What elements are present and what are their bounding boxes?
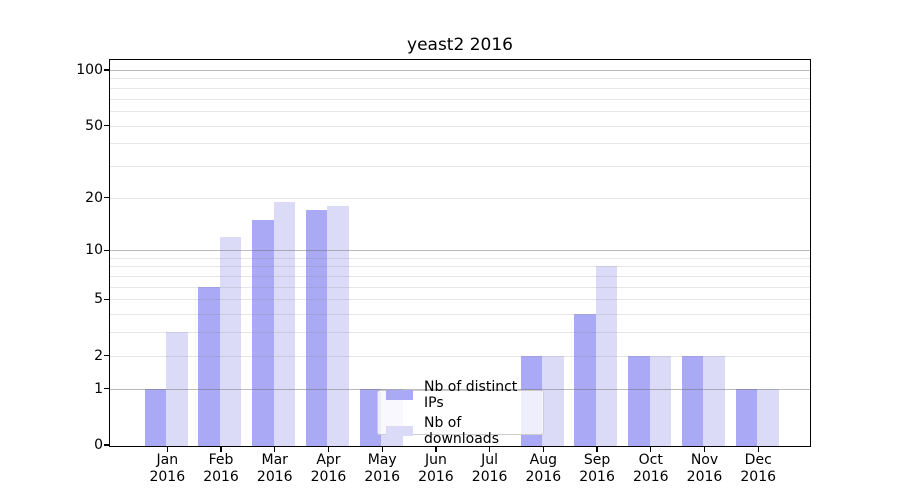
legend-label-distinct-ips: Nb of distinct IPs	[424, 378, 518, 411]
x-tick-label-jun: Jun 2016	[418, 452, 454, 485]
y-tick-label-2: 2	[94, 347, 103, 364]
legend-swatch-downloads-icon	[386, 425, 413, 436]
y-gridline-major-10	[110, 250, 810, 252]
axis-spine-right	[809, 59, 812, 447]
bar-downloads-aug	[542, 355, 564, 447]
x-tick-apr	[327, 447, 330, 452]
y-gridline-minor-20	[110, 197, 810, 199]
bar-distinct-ips-dec	[735, 388, 758, 447]
bar-distinct-ips-may	[359, 388, 382, 447]
legend-label-downloads: Nb of downloads	[424, 414, 499, 447]
bar-distinct-ips-jan	[144, 388, 167, 447]
x-tick-feb	[220, 447, 222, 452]
y-gridline-minor-70	[110, 98, 810, 100]
y-tick-50	[104, 124, 109, 127]
chart-title: yeast2 2016	[407, 35, 513, 55]
bar-distinct-ips-feb	[198, 286, 220, 447]
legend: Nb of distinct IPs Nb of downloads	[377, 379, 544, 447]
bar-downloads-feb	[219, 236, 242, 447]
x-tick-label-jul: Jul 2016	[471, 452, 508, 485]
y-tick-20	[104, 197, 109, 199]
y-tick-10	[104, 249, 109, 251]
y-gridline-minor-60	[110, 110, 810, 112]
plot-area	[110, 60, 810, 447]
y-gridline-minor-9	[110, 257, 810, 259]
y-tick-label-50: 50	[85, 117, 103, 134]
bar-distinct-ips-mar	[252, 219, 274, 447]
y-gridline-minor-3	[110, 332, 810, 334]
x-tick-label-aug: Aug 2016	[525, 452, 562, 485]
bar-downloads-sep	[595, 266, 618, 447]
x-tick-mar	[274, 447, 276, 452]
legend-swatch-distinct-ips-icon	[386, 389, 413, 400]
y-tick-label-0: 0	[94, 437, 103, 453]
x-tick-jul	[489, 447, 491, 452]
x-tick-jan	[166, 447, 168, 452]
y-gridline-minor-7	[110, 276, 810, 278]
bar-distinct-ips-sep	[574, 314, 596, 447]
x-tick-label-may: May 2016	[364, 452, 400, 485]
x-tick-sep	[596, 447, 598, 452]
y-gridline-minor-30	[110, 165, 810, 167]
y-tick-label-20: 20	[85, 189, 103, 206]
bar-downloads-jan	[166, 332, 188, 447]
legend-row-distinct-ips: Nb of distinct IPs	[386, 379, 535, 411]
y-gridline-minor-8	[110, 266, 810, 268]
x-tick-nov	[703, 447, 706, 452]
x-tick-label-feb: Feb 2016	[203, 452, 239, 485]
y-gridline-minor-5	[110, 299, 810, 301]
y-gridline-minor-2	[110, 355, 810, 357]
x-tick-label-apr: Apr 2016	[310, 452, 347, 485]
y-gridline-minor-4	[110, 314, 810, 316]
x-tick-label-oct: Oct 2016	[632, 452, 669, 485]
bar-downloads-apr	[327, 205, 349, 447]
bar-downloads-mar	[273, 201, 296, 447]
y-gridline-minor-40	[110, 143, 810, 145]
x-tick-aug	[542, 447, 545, 452]
y-gridline-minor-90	[110, 78, 810, 80]
axis-spine-top	[108, 59, 812, 61]
y-tick-100	[104, 69, 109, 71]
bar-downloads-dec	[757, 388, 779, 447]
y-tick-label-1: 1	[94, 380, 103, 397]
x-tick-may	[381, 447, 383, 452]
axis-spine-bottom	[108, 445, 812, 447]
x-tick-label-sep: Sep 2016	[579, 452, 615, 485]
x-tick-oct	[650, 447, 652, 452]
bar-downloads-oct	[649, 355, 672, 447]
bar-downloads-nov	[703, 355, 725, 447]
y-tick-5	[104, 298, 109, 301]
y-gridline-minor-50	[110, 125, 810, 127]
legend-row-downloads: Nb of downloads	[386, 415, 535, 447]
y-tick-2	[104, 355, 109, 357]
bar-distinct-ips-oct	[628, 355, 650, 447]
x-tick-label-dec: Dec 2016	[740, 452, 777, 485]
x-tick-jun	[435, 447, 437, 452]
x-tick-dec	[757, 447, 759, 452]
y-tick-1	[104, 388, 109, 390]
y-tick-0	[104, 444, 109, 446]
bar-distinct-ips-apr	[305, 210, 328, 447]
x-tick-label-mar: Mar 2016	[256, 452, 293, 485]
y-gridline-major-100	[110, 69, 810, 71]
y-gridline-major-1	[110, 388, 810, 390]
y-tick-label-5: 5	[94, 291, 103, 308]
x-tick-label-nov: Nov 2016	[686, 452, 723, 485]
y-gridline-minor-80	[110, 87, 810, 89]
y-tick-label-10: 10	[85, 242, 103, 259]
x-tick-label-jan: Jan 2016	[149, 452, 186, 485]
axis-spine-left	[108, 59, 111, 447]
y-gridline-minor-6	[110, 286, 810, 288]
bar-distinct-ips-nov	[681, 355, 704, 447]
y-tick-label-100: 100	[76, 61, 103, 78]
